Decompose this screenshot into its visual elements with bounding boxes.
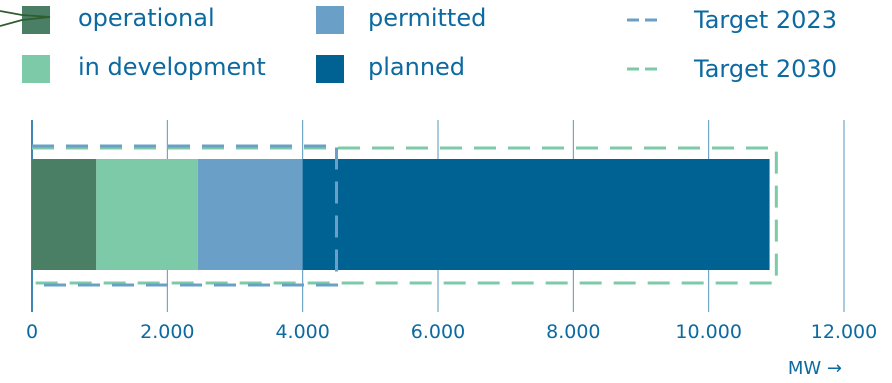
bar-segment-operational	[32, 159, 97, 270]
x-tick-label: 4.000	[275, 321, 329, 343]
x-tick-label: 0	[26, 321, 38, 343]
stacked-bar	[32, 159, 770, 270]
x-tick-label: 6.000	[411, 321, 465, 343]
x-tick-label: 10.000	[675, 321, 741, 343]
legend-swatch	[22, 55, 50, 83]
legend-label: permitted	[368, 4, 486, 32]
legend-swatch	[316, 6, 344, 34]
legend-label: in development	[78, 53, 266, 81]
target-frame-Target-2023	[32, 144, 338, 287]
bar-segment-planned	[302, 159, 770, 270]
legend-label: operational	[78, 4, 215, 32]
legend-label: planned	[368, 53, 465, 81]
x-axis-unit-label: MW →	[788, 358, 842, 379]
bar-segment-permitted	[197, 159, 303, 270]
x-axis-ticks: 0 2.000 4.000 6.000 8.000 10.000 12.000	[26, 321, 877, 343]
bar-segment-in-development	[96, 159, 198, 270]
x-tick-label: 2.000	[140, 321, 194, 343]
legend-label: Target 2023	[693, 6, 837, 34]
x-tick-label: 12.000	[811, 321, 877, 343]
legend-label: Target 2030	[693, 55, 837, 83]
x-tick-label: 8.000	[546, 321, 600, 343]
legend-connector-line	[0, 10, 51, 27]
target-frames	[32, 144, 778, 287]
legend-swatch	[316, 55, 344, 83]
legend: operational in development permitted planne…	[0, 4, 837, 83]
